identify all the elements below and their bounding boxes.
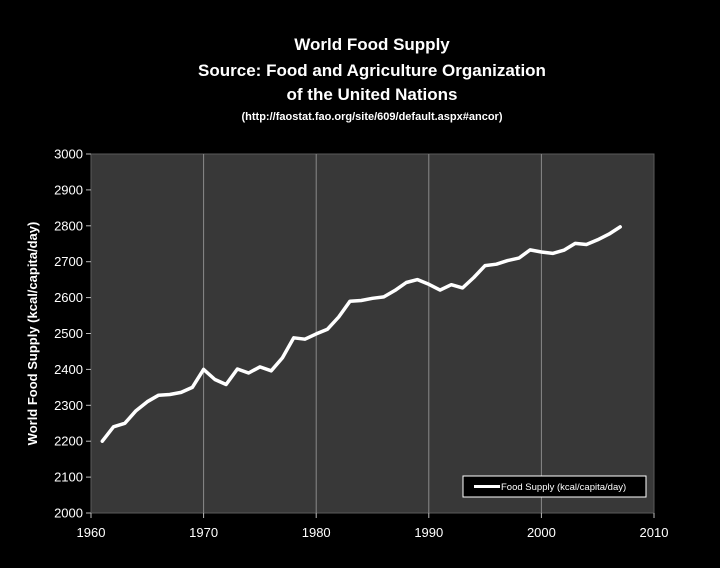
y-tick-label: 2000 [54,506,83,521]
x-tick-label: 1980 [302,525,331,540]
data-point [562,249,566,252]
x-tick-label: 1970 [189,525,218,540]
data-point [281,356,284,360]
data-point [427,283,430,286]
data-point [506,259,509,262]
x-tick-label: 1960 [77,525,106,540]
data-point [393,289,397,292]
x-tick-label: 2000 [527,525,556,540]
y-tick-label: 2800 [54,218,83,233]
data-point [528,248,532,252]
data-point [607,232,611,236]
title-line-3: of the United Nations [287,85,458,104]
data-point [540,250,543,254]
data-point [258,365,262,369]
data-point [371,297,374,300]
data-point [326,328,329,331]
data-point [101,440,104,443]
data-point [483,264,487,267]
title-line-2: Source: Food and Agriculture Organizatio… [198,61,546,80]
data-point [337,315,340,319]
y-tick-label: 2500 [54,326,83,341]
data-point [191,386,194,389]
data-point [461,286,464,290]
x-tick-label: 1990 [414,525,443,540]
source-url: (http://faostat.fao.org/site/609/default… [242,111,503,123]
y-tick-label: 2700 [54,254,83,269]
data-point [157,394,160,397]
data-point [213,378,217,381]
y-tick-label: 2900 [54,182,83,197]
data-point [585,243,588,246]
data-point [315,332,318,336]
data-point [360,299,363,302]
legend-label: Food Supply (kcal/capita/day) [501,482,626,493]
data-point [168,393,171,396]
y-tick-label: 2100 [54,470,83,485]
series-group [100,225,622,443]
data-point [574,242,577,245]
data-point [146,400,149,403]
data-point [236,367,239,371]
y-tick-label: 2200 [54,434,83,449]
data-point [517,256,521,260]
title-line-1: World Food Supply [294,35,450,54]
data-point [551,252,554,255]
grid-lines [203,154,542,513]
data-point [382,295,385,299]
data-point [472,276,475,279]
data-point [202,368,205,371]
data-point [416,278,419,281]
data-point [247,371,250,375]
y-tick-label: 3000 [54,147,83,162]
y-tick-label: 2300 [54,398,83,413]
legend-box [462,475,647,498]
x-axis-ticks: 1960 1970 1980 1990 2000 2010 [77,513,669,540]
data-point [179,391,183,394]
data-point [450,283,453,286]
y-axis-label: World Food Supply (kcal/capita/day) [25,222,40,446]
data-point [348,300,352,303]
data-point [303,338,307,341]
data-point [123,422,127,425]
data-point [292,336,295,339]
y-axis-ticks: 2000 2100 2200 2300 2400 2500 2600 2700 2800 2900… [54,147,91,521]
data-point [134,409,138,412]
y-tick-label: 2600 [54,290,83,305]
data-point [224,383,228,386]
data-point [405,281,408,284]
chart-title: World Food Supply Source: Food and Agric… [198,35,546,123]
data-point [438,288,442,292]
y-tick-label: 2400 [54,362,83,377]
data-point [619,225,622,229]
data-point [270,369,273,372]
legend: Food Supply (kcal/capita/day) [462,475,647,498]
plot-area [90,153,655,514]
x-tick-label: 2010 [640,525,669,540]
data-point [495,263,498,266]
data-point [596,238,599,241]
data-point [112,425,115,428]
